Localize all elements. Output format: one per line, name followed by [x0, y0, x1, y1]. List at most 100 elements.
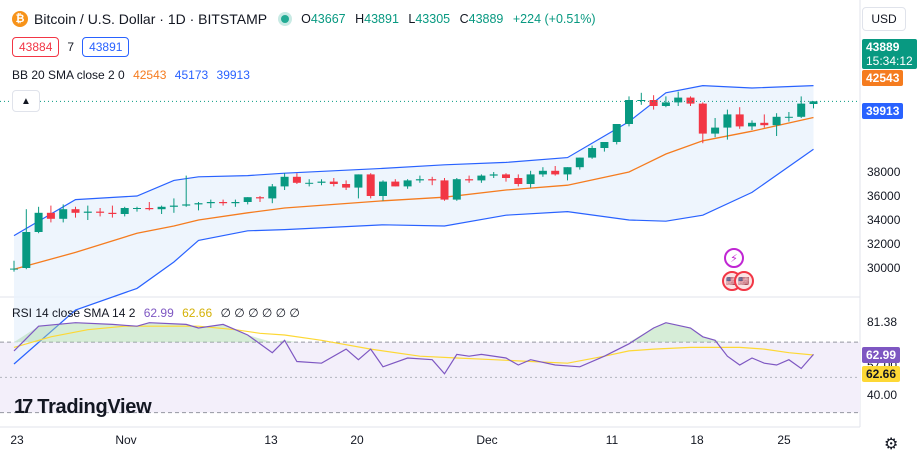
candle[interactable] — [735, 107, 744, 129]
candle[interactable] — [686, 96, 695, 106]
candle[interactable] — [108, 205, 117, 218]
candle[interactable] — [415, 175, 424, 183]
candle-body — [108, 212, 117, 214]
candle[interactable] — [268, 184, 277, 204]
candle[interactable] — [256, 196, 264, 202]
candle-body — [83, 211, 92, 213]
bb-lower-axis-label: 39913 — [862, 103, 904, 119]
candle-body — [120, 208, 129, 214]
candle[interactable] — [133, 206, 141, 212]
symbol-title[interactable]: Bitcoin / U.S. Dollar · 1D · BITSTAMP — [34, 11, 268, 27]
candle[interactable] — [612, 124, 621, 145]
bitcoin-icon: ₿ — [12, 11, 28, 27]
candle[interactable] — [71, 206, 80, 218]
candle[interactable] — [637, 92, 646, 105]
candle[interactable] — [280, 173, 289, 190]
candle[interactable] — [809, 101, 818, 109]
candle-body — [465, 179, 474, 181]
candle[interactable] — [379, 180, 387, 201]
candle[interactable] — [194, 202, 203, 211]
candle[interactable] — [342, 180, 351, 190]
candle[interactable] — [231, 199, 240, 207]
candle[interactable] — [661, 96, 670, 108]
candle[interactable] — [563, 167, 572, 181]
candle[interactable] — [698, 102, 707, 144]
rsi-line — [13, 322, 814, 375]
candle-body — [760, 122, 769, 126]
candle[interactable] — [489, 172, 498, 178]
candle[interactable] — [440, 178, 449, 201]
chart-header: ₿ Bitcoin / U.S. Dollar · 1D · BITSTAMP … — [12, 9, 596, 29]
bb-legend[interactable]: BB 20 SMA close 2 0 42543 45173 39913 — [12, 68, 255, 82]
time-tick-label: 20 — [350, 433, 364, 447]
candle[interactable] — [34, 206, 43, 234]
time-tick-label: Dec — [476, 433, 497, 447]
candle[interactable] — [760, 114, 769, 128]
candle[interactable] — [588, 145, 597, 159]
candle[interactable] — [711, 118, 720, 138]
candle[interactable] — [538, 167, 547, 177]
candle[interactable] — [59, 204, 68, 223]
rsi-legend[interactable]: RSI 14 close SMA 14 2 62.99 62.66 ∅ ∅ ∅ … — [12, 306, 305, 320]
candle[interactable] — [428, 176, 437, 186]
candle[interactable] — [403, 179, 412, 189]
time-tick-label: Nov — [115, 433, 136, 447]
candles[interactable] — [0, 91, 860, 272]
candle[interactable] — [748, 120, 756, 130]
candle[interactable] — [292, 173, 301, 184]
candle[interactable] — [317, 179, 326, 186]
lightning-event-icon[interactable]: ⚡ — [724, 248, 744, 268]
candle[interactable] — [10, 260, 18, 272]
candle[interactable] — [22, 209, 31, 270]
collapse-indicators-button[interactable]: ▲ — [12, 90, 40, 112]
candle-body — [440, 180, 449, 200]
candle[interactable] — [772, 113, 781, 136]
candle[interactable] — [305, 179, 314, 187]
candle[interactable] — [391, 179, 400, 187]
candle[interactable] — [551, 166, 560, 176]
candle[interactable] — [465, 175, 474, 183]
ohlc-values: O43667 H43891 L43305 C43889 +224 (+0.51%… — [301, 12, 596, 26]
candle[interactable] — [784, 112, 793, 122]
candle[interactable] — [206, 199, 215, 208]
candle-body — [354, 174, 363, 188]
candle[interactable] — [514, 174, 523, 187]
candle[interactable] — [600, 142, 609, 152]
candle[interactable] — [157, 205, 166, 214]
candle[interactable] — [46, 205, 55, 223]
candle-body — [452, 179, 461, 200]
candle[interactable] — [674, 91, 683, 106]
candle[interactable] — [366, 173, 375, 199]
time-tick-label: 23 — [10, 433, 24, 447]
rsi-label: RSI 14 close SMA 14 2 — [12, 306, 136, 320]
bb-label: BB 20 SMA close 2 0 — [12, 68, 125, 82]
candle[interactable] — [452, 178, 461, 201]
candle[interactable] — [96, 208, 105, 217]
candle[interactable] — [182, 175, 191, 207]
currency-select[interactable]: USD — [862, 7, 906, 31]
candle[interactable] — [649, 95, 658, 110]
buy-button[interactable]: 43891 — [82, 37, 130, 57]
candle[interactable] — [526, 170, 535, 188]
candle[interactable] — [329, 178, 338, 187]
candle[interactable] — [145, 202, 154, 211]
current-price-label: 43889 15:34:12 — [862, 39, 917, 69]
candle[interactable] — [120, 206, 129, 217]
sell-button[interactable]: 43884 — [12, 37, 60, 57]
candle[interactable] — [477, 174, 486, 183]
settings-gear-icon[interactable]: ⚙ — [884, 436, 899, 453]
us-flag-event-icon[interactable]: 🇺🇸 — [734, 271, 754, 291]
tradingview-logo[interactable]: 17 TradingView — [14, 396, 152, 418]
candle[interactable] — [83, 205, 92, 220]
candle[interactable] — [169, 198, 178, 213]
candle[interactable] — [797, 96, 806, 118]
candle[interactable] — [723, 109, 732, 140]
candle[interactable] — [219, 199, 228, 206]
candle-body — [391, 181, 400, 187]
candle[interactable] — [502, 173, 510, 182]
price-tick-label: 32000 — [867, 237, 901, 251]
candle[interactable] — [354, 174, 363, 199]
candle[interactable] — [243, 197, 252, 205]
candle[interactable] — [575, 157, 584, 170]
